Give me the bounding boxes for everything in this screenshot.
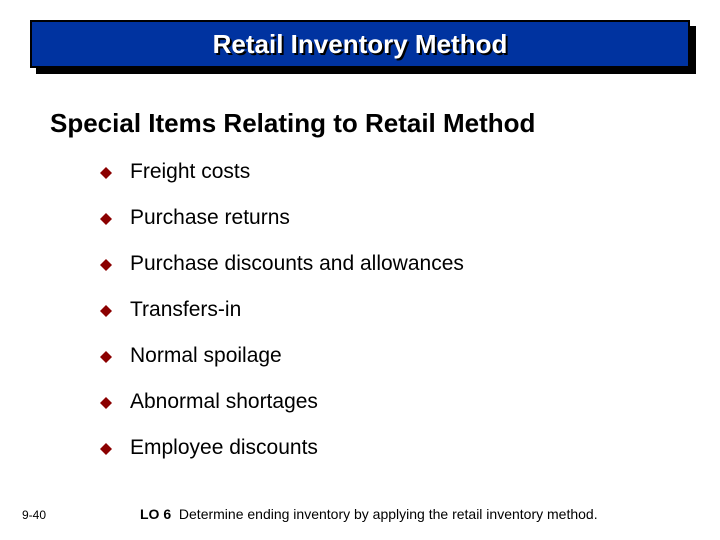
list-item-label: Purchase returns — [130, 206, 290, 230]
list-item: Freight costs — [100, 160, 464, 184]
lo-body-text: Determine ending inventory by applying t… — [179, 506, 598, 522]
learning-objective: LO 6 Determine ending inventory by apply… — [140, 506, 700, 522]
slide-title: Retail Inventory Method — [213, 29, 508, 60]
diamond-bullet-icon — [100, 443, 112, 455]
diamond-bullet-icon — [100, 305, 112, 317]
list-item: Purchase returns — [100, 206, 464, 230]
title-banner-wrap: Retail Inventory Method — [30, 20, 690, 68]
list-item: Abnormal shortages — [100, 390, 464, 414]
list-item-label: Employee discounts — [130, 436, 318, 460]
list-item-label: Abnormal shortages — [130, 390, 318, 414]
list-item-label: Transfers-in — [130, 298, 241, 322]
title-banner: Retail Inventory Method — [30, 20, 690, 68]
list-item: Normal spoilage — [100, 344, 464, 368]
diamond-bullet-icon — [100, 167, 112, 179]
list-item: Purchase discounts and allowances — [100, 252, 464, 276]
diamond-bullet-icon — [100, 259, 112, 271]
bullet-list: Freight costs Purchase returns Purchase di… — [100, 160, 464, 482]
list-item: Employee discounts — [100, 436, 464, 460]
diamond-bullet-icon — [100, 397, 112, 409]
lo-head: LO 6 — [140, 506, 171, 522]
list-item: Transfers-in — [100, 298, 464, 322]
slide-subtitle: Special Items Relating to Retail Method — [50, 108, 535, 139]
diamond-bullet-icon — [100, 213, 112, 225]
list-item-label: Purchase discounts and allowances — [130, 252, 464, 276]
page-number: 9-40 — [22, 508, 46, 522]
diamond-bullet-icon — [100, 351, 112, 363]
list-item-label: Freight costs — [130, 160, 250, 184]
list-item-label: Normal spoilage — [130, 344, 282, 368]
